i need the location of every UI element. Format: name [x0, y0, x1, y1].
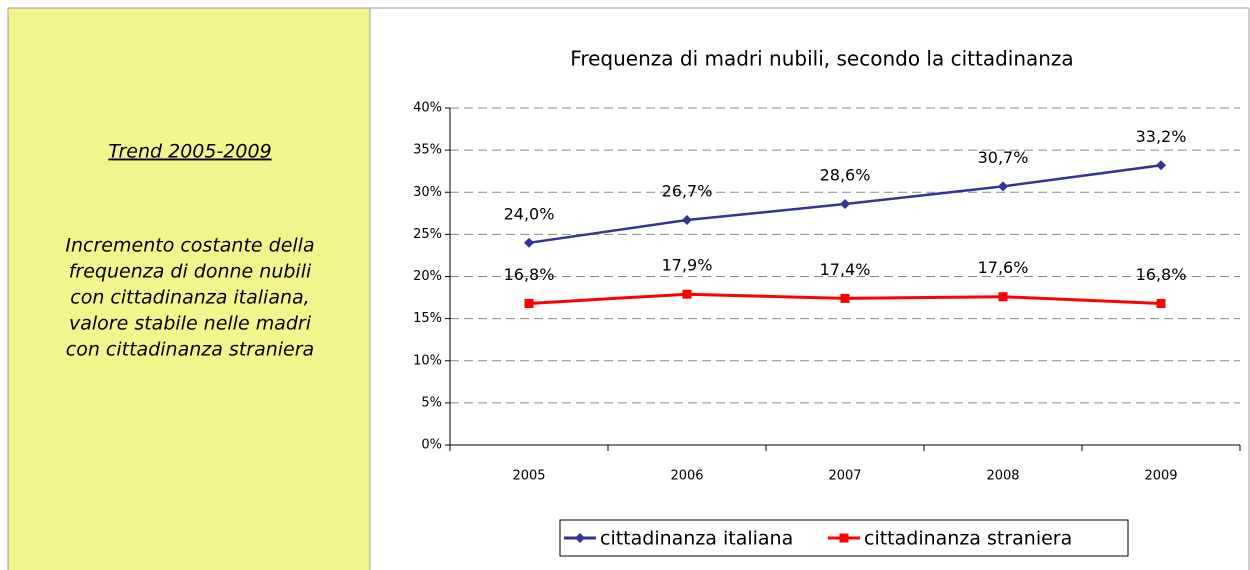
x-tick-label: 2009 [1144, 469, 1177, 484]
y-tick-label: 40% [413, 101, 442, 116]
x-tick-label: 2008 [986, 469, 1019, 484]
data-point [840, 199, 850, 210]
data-label: 28,6% [820, 166, 871, 185]
x-tick-label: 2005 [512, 469, 545, 484]
chart-panel [369, 7, 1250, 570]
data-label: 17,6% [978, 258, 1029, 277]
y-tick-label: 0% [421, 438, 442, 453]
data-label: 17,4% [820, 260, 871, 279]
legend-label: cittadinanza straniera [864, 528, 1072, 550]
data-point [1156, 298, 1166, 308]
y-tick-label: 5% [421, 395, 442, 410]
data-point [998, 181, 1008, 192]
chart-title: Frequenza di madri nubili, secondo la ci… [570, 47, 1073, 71]
panel-text: valore stabile nelle madri [69, 313, 312, 335]
data-label: 30,7% [978, 148, 1029, 167]
data-point [1156, 160, 1166, 171]
y-tick-label: 30% [413, 185, 442, 200]
data-label: 16,8% [1136, 265, 1187, 284]
x-tick-label: 2006 [670, 469, 703, 484]
legend-label: cittadinanza italiana [600, 528, 793, 550]
y-tick-label: 20% [413, 269, 442, 284]
data-point [524, 237, 534, 248]
data-point [998, 292, 1008, 302]
data-label: 17,9% [662, 256, 713, 275]
legend-marker [575, 533, 585, 543]
data-point [524, 298, 534, 308]
y-tick-label: 25% [413, 227, 442, 242]
data-point [682, 215, 692, 226]
y-tick-label: 10% [413, 353, 442, 368]
x-tick-label: 2007 [828, 469, 861, 484]
panel-text: con cittadinanza straniera [66, 339, 314, 361]
y-tick-label: 15% [413, 311, 442, 326]
panel-text: Incremento costante della [65, 235, 314, 257]
data-point [840, 293, 850, 303]
data-label: 24,0% [504, 204, 555, 223]
text-panel [7, 7, 371, 570]
data-label: 26,7% [662, 182, 713, 201]
data-label: 33,2% [1136, 127, 1187, 146]
data-point [682, 289, 692, 299]
legend-marker [839, 533, 849, 543]
panel-text: con cittadinanza italiana, [70, 287, 309, 309]
data-label: 16,8% [504, 265, 555, 284]
y-tick-label: 35% [413, 143, 442, 158]
panel-text: frequenza di donne nubili [69, 261, 312, 283]
panel-heading: Trend 2005-2009 [108, 141, 271, 163]
